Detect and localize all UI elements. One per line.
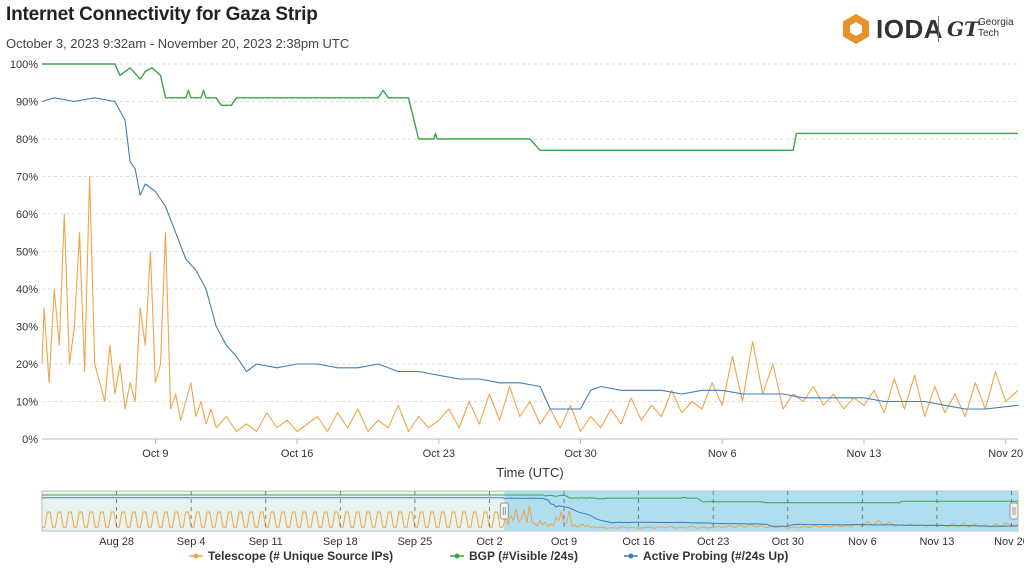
georgia-tech-line2: Tech — [978, 28, 1000, 39]
x-axis-title: Time (UTC) — [496, 465, 563, 480]
y-tick-label: 50% — [16, 247, 38, 259]
x-tick-label: Oct 16 — [281, 448, 313, 460]
y-tick-label: 90% — [16, 97, 38, 109]
navigator-tick-label: Sep 25 — [397, 536, 432, 548]
navigator-line-bgp — [42, 494, 1018, 504]
series-line-telescope — [41, 175, 1019, 433]
navigator-tick-label: Oct 9 — [551, 536, 577, 548]
series-line-bgp — [42, 63, 1018, 151]
y-tick-label: 80% — [16, 134, 38, 146]
navigator-tick-label: Oct 2 — [476, 536, 502, 548]
y-tick-label: 10% — [16, 397, 38, 409]
x-tick-label: Nov 13 — [847, 448, 882, 460]
date-range-subtitle: October 3, 2023 9:32am - November 20, 20… — [6, 36, 350, 51]
x-tick-label: Nov 6 — [708, 448, 737, 460]
navigator-line-active — [42, 497, 1019, 527]
navigator-right-handle[interactable] — [1009, 502, 1019, 520]
ioda-logo: IODA GT Georgia Tech — [840, 12, 1020, 46]
ioda-hexagon-icon — [843, 14, 869, 44]
x-tick-label: Oct 30 — [564, 448, 596, 460]
y-tick-label: 70% — [16, 172, 38, 184]
y-tick-label: 0% — [22, 434, 38, 446]
y-tick-label: 60% — [16, 209, 38, 221]
navigator-tick-label: Nov 13 — [919, 536, 954, 548]
georgia-tech-text: Georgia Tech — [978, 17, 1014, 39]
legend-item-telescope[interactable]: Telescope (# Unique Source IPs) — [189, 549, 393, 563]
legend-item-bgp[interactable]: BGP (#Visible /24s) — [450, 549, 578, 563]
navigator-left-handle[interactable] — [499, 502, 509, 520]
navigator-tick-label: Oct 30 — [772, 536, 804, 548]
page-title: Internet Connectivity for Gaza Strip — [6, 4, 318, 25]
navigator-tick-label: Nov 6 — [848, 536, 877, 548]
ioda-logo-text: IODA — [876, 14, 943, 44]
x-tick-label: Nov 20 — [988, 448, 1023, 460]
georgia-tech-line1: Georgia — [978, 17, 1014, 28]
legend-item-active[interactable]: Active Probing (#/24s Up) — [624, 549, 788, 563]
series-line-active — [41, 97, 1019, 410]
navigator-tick-label: Aug 28 — [99, 536, 134, 548]
x-tick-label: Oct 9 — [142, 448, 168, 460]
navigator-tick-label: Oct 16 — [622, 536, 654, 548]
legend-label: BGP (#Visible /24s) — [469, 549, 578, 563]
navigator-tick-label: Sep 18 — [323, 536, 358, 548]
georgia-tech-mark: GT — [947, 17, 979, 41]
navigator-tick-label: Sep 4 — [177, 536, 206, 548]
navigator-tick-label: Sep 11 — [249, 536, 283, 548]
y-tick-label: 100% — [10, 59, 38, 71]
legend-label: Telescope (# Unique Source IPs) — [208, 549, 393, 563]
navigator-line-telescope — [42, 505, 1019, 529]
logo-separator — [938, 16, 939, 42]
y-tick-label: 30% — [16, 322, 38, 334]
legend-label: Active Probing (#/24s Up) — [643, 549, 788, 563]
navigator-tick-label: Nov 20 — [994, 536, 1024, 548]
navigator-tick-label: Oct 23 — [697, 536, 729, 548]
y-tick-label: 20% — [16, 359, 38, 371]
y-tick-label: 40% — [16, 284, 38, 296]
x-tick-label: Oct 23 — [423, 448, 455, 460]
